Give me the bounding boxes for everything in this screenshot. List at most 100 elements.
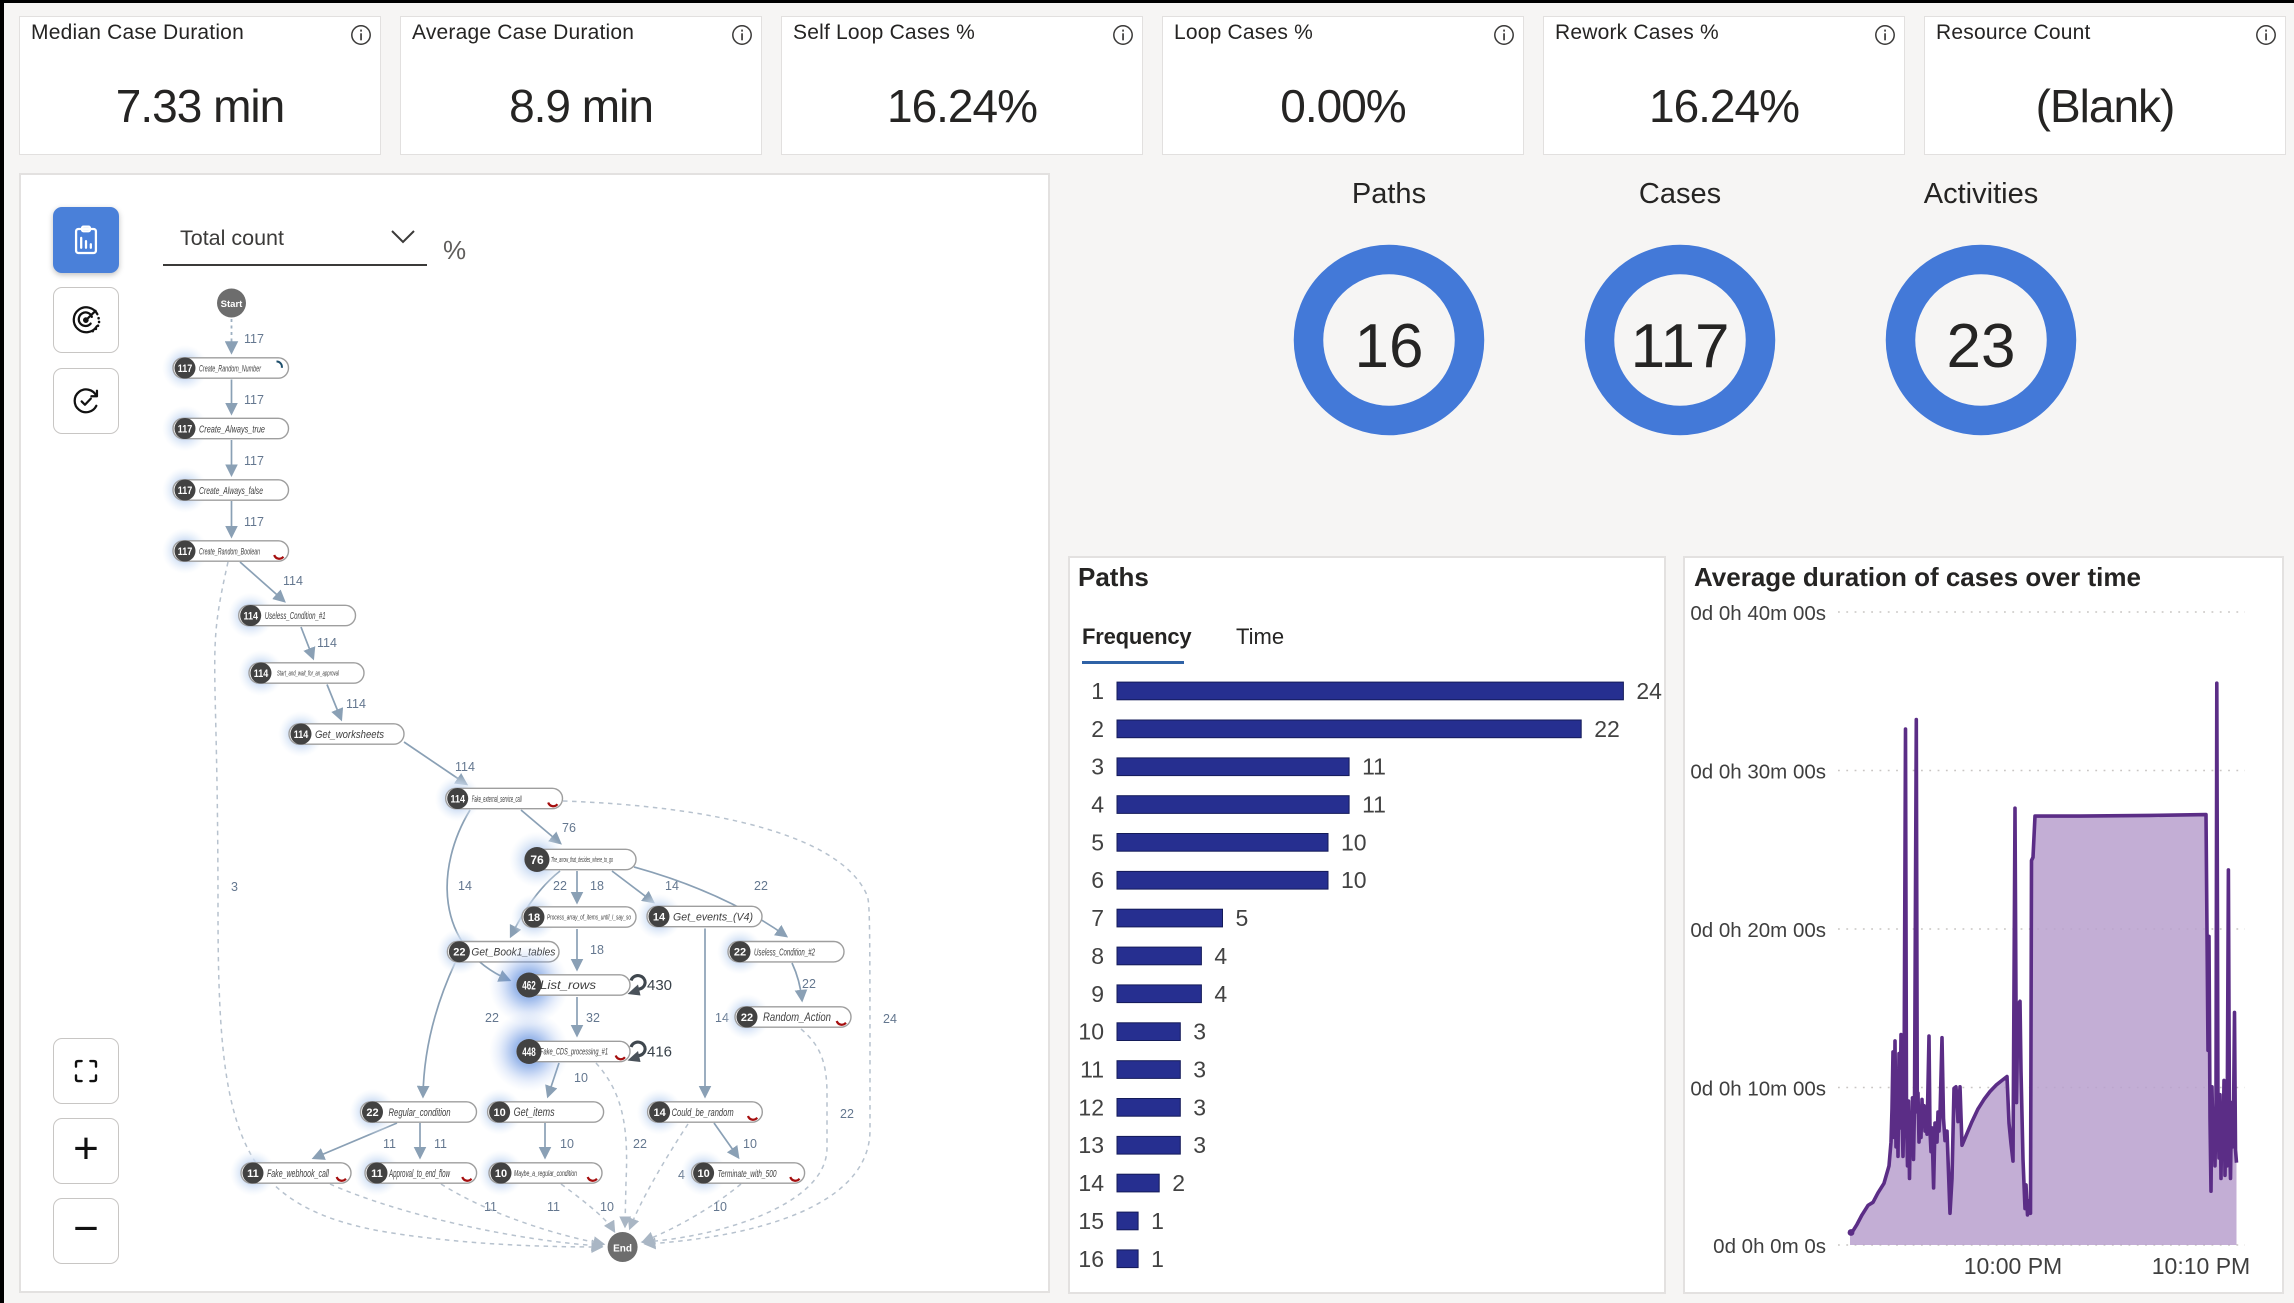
svg-text:11: 11	[434, 1137, 447, 1151]
svg-text:10: 10	[600, 1200, 614, 1214]
svg-text:Create_Random_Number: Create_Random_Number	[199, 363, 261, 374]
svg-text:10: 10	[495, 1168, 507, 1180]
svg-text:5: 5	[1236, 905, 1249, 931]
svg-text:8: 8	[1091, 943, 1104, 969]
svg-text:0d 0h 10m 00s: 0d 0h 10m 00s	[1690, 1078, 1826, 1101]
svg-text:10: 10	[493, 1107, 505, 1119]
svg-text:10: 10	[743, 1137, 757, 1151]
svg-text:22: 22	[802, 977, 816, 991]
svg-text:114: 114	[455, 760, 475, 774]
svg-text:Could_be_random: Could_be_random	[672, 1107, 734, 1119]
svg-text:3: 3	[1091, 754, 1104, 780]
svg-text:18: 18	[590, 943, 604, 957]
svg-text:List_rows: List_rows	[540, 980, 596, 992]
svg-text:1: 1	[1151, 1246, 1164, 1272]
svg-text:11: 11	[1362, 792, 1386, 818]
svg-text:10: 10	[697, 1168, 709, 1180]
svg-text:14: 14	[1078, 1170, 1104, 1196]
svg-text:117: 117	[178, 485, 193, 497]
svg-text:Start_and_wait_for_an_approval: Start_and_wait_for_an_approval	[277, 669, 339, 678]
svg-text:0d 0h 30m 00s: 0d 0h 30m 00s	[1690, 761, 1826, 784]
svg-text:24: 24	[883, 1012, 897, 1026]
svg-text:22: 22	[366, 1107, 378, 1119]
svg-text:11: 11	[484, 1200, 497, 1214]
svg-text:18: 18	[528, 912, 540, 924]
svg-text:14: 14	[665, 879, 679, 893]
svg-text:10: 10	[1078, 1019, 1104, 1045]
svg-text:76: 76	[562, 821, 576, 835]
svg-text:Fake_CDS_processing_#1: Fake_CDS_processing_#1	[540, 1047, 608, 1057]
svg-text:Get_worksheets: Get_worksheets	[315, 729, 384, 741]
svg-text:Maybe_a_regular_condition: Maybe_a_regular_condition	[514, 1169, 577, 1178]
svg-text:32: 32	[586, 1011, 600, 1025]
svg-text:22: 22	[485, 1011, 499, 1025]
svg-text:462: 462	[522, 978, 536, 992]
svg-text:Activities: Activities	[1924, 178, 2038, 210]
svg-text:Useless_Condition_#2: Useless_Condition_#2	[754, 947, 815, 958]
svg-text:448: 448	[522, 1045, 536, 1059]
svg-text:117: 117	[178, 363, 193, 375]
svg-text:114: 114	[254, 668, 269, 680]
svg-text:Paths: Paths	[1352, 178, 1426, 210]
svg-text:11: 11	[383, 1137, 396, 1151]
svg-text:2: 2	[1172, 1170, 1185, 1196]
svg-text:117: 117	[244, 332, 264, 346]
svg-text:1: 1	[1091, 678, 1104, 704]
svg-text:22: 22	[741, 1012, 753, 1024]
svg-text:Get_items: Get_items	[514, 1107, 555, 1119]
svg-text:3: 3	[1193, 1057, 1206, 1083]
svg-text:114: 114	[346, 697, 366, 711]
svg-text:10:10 PM: 10:10 PM	[2152, 1253, 2250, 1279]
svg-text:22: 22	[754, 879, 768, 893]
svg-text:Approval_to_end_flow: Approval_to_end_flow	[388, 1168, 450, 1180]
svg-text:117: 117	[244, 515, 264, 529]
svg-text:10:00 PM: 10:00 PM	[1964, 1253, 2062, 1279]
svg-text:22: 22	[553, 879, 567, 893]
svg-text:12: 12	[1078, 1094, 1104, 1120]
svg-text:Create_Random_Boolean: Create_Random_Boolean	[199, 546, 260, 557]
svg-text:416: 416	[647, 1044, 672, 1061]
svg-text:11: 11	[1080, 1057, 1104, 1083]
svg-text:117: 117	[244, 454, 264, 468]
svg-text:16: 16	[1355, 312, 1424, 381]
svg-text:22: 22	[1594, 716, 1620, 742]
svg-text:22: 22	[633, 1137, 647, 1151]
svg-text:114: 114	[317, 636, 337, 650]
svg-text:3: 3	[1193, 1019, 1206, 1045]
svg-text:Regular_condition: Regular_condition	[389, 1107, 451, 1119]
svg-text:Useless_Condition_#1: Useless_Condition_#1	[265, 611, 326, 622]
svg-text:1: 1	[1151, 1208, 1164, 1234]
svg-text:114: 114	[243, 610, 258, 622]
svg-text:Terminate_with_500: Terminate_with_500	[718, 1168, 777, 1180]
svg-text:Create_Always_true: Create_Always_true	[199, 423, 265, 435]
svg-text:13: 13	[1078, 1132, 1104, 1158]
svg-text:Start: Start	[221, 299, 243, 310]
svg-text:11: 11	[247, 1168, 259, 1180]
svg-text:18: 18	[590, 879, 604, 893]
svg-text:117: 117	[1631, 312, 1730, 381]
svg-text:14: 14	[458, 879, 472, 893]
svg-text:114: 114	[450, 793, 465, 805]
svg-text:11: 11	[547, 1200, 560, 1214]
svg-text:End: End	[613, 1244, 632, 1255]
svg-text:2: 2	[1091, 716, 1104, 742]
svg-text:Cases: Cases	[1639, 178, 1721, 210]
svg-text:117: 117	[178, 546, 193, 558]
svg-text:0d 0h 20m 00s: 0d 0h 20m 00s	[1690, 919, 1826, 942]
svg-text:114: 114	[283, 574, 303, 588]
svg-text:22: 22	[734, 947, 746, 959]
svg-text:117: 117	[178, 423, 193, 435]
svg-text:5: 5	[1091, 829, 1104, 855]
svg-text:7: 7	[1091, 905, 1104, 931]
svg-text:Random_Action: Random_Action	[763, 1012, 831, 1024]
svg-text:24: 24	[1636, 678, 1662, 704]
svg-text:0d 0h 0m 0s: 0d 0h 0m 0s	[1713, 1235, 1826, 1258]
svg-text:16: 16	[1078, 1246, 1104, 1272]
svg-text:14: 14	[653, 1107, 666, 1119]
svg-text:Create_Always_false: Create_Always_false	[199, 485, 263, 497]
svg-text:4: 4	[1214, 943, 1227, 969]
svg-text:10: 10	[1341, 867, 1367, 893]
svg-text:4: 4	[1214, 981, 1227, 1007]
svg-text:11: 11	[371, 1168, 383, 1180]
svg-text:Process_array_of_items_until_I: Process_array_of_items_until_I_say_so	[547, 915, 631, 922]
